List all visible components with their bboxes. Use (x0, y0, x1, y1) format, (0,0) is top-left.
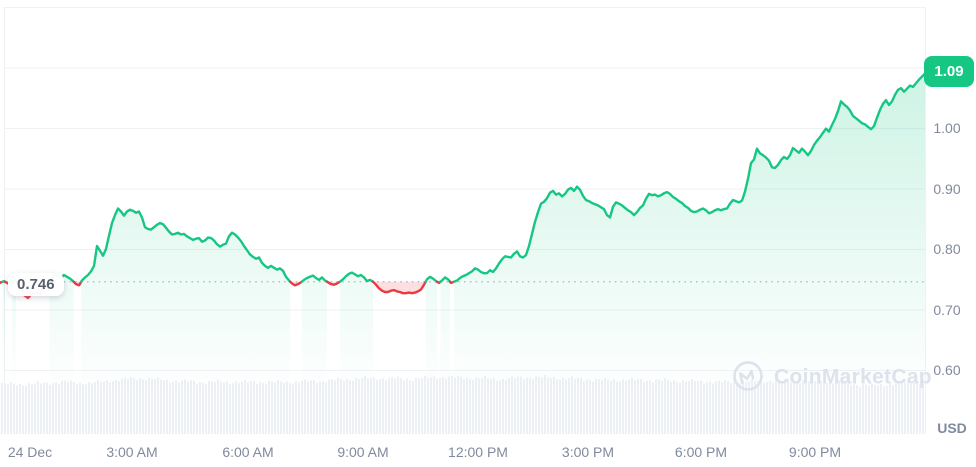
price-area-fill (0, 73, 925, 420)
y-axis-tick: 1.00 (933, 120, 961, 136)
y-axis-tick: 0.90 (933, 181, 961, 197)
x-axis-tick: 3:00 AM (106, 444, 158, 460)
x-axis-tick: 6:00 PM (674, 444, 728, 460)
x-axis-tick: 3:00 PM (561, 444, 615, 460)
x-axis-tick: 24 Dec (7, 444, 53, 460)
y-axis-tick: 0.70 (933, 302, 961, 318)
currency-label: USD (937, 420, 967, 436)
x-axis-tick: 9:00 PM (788, 444, 842, 460)
y-axis-tick: 0.60 (933, 362, 961, 378)
open-price-label: 0.746 (8, 273, 64, 296)
current-price-badge: 1.09 (924, 56, 974, 87)
y-axis-tick: 0.80 (933, 241, 961, 257)
x-axis-tick: 6:00 AM (222, 444, 274, 460)
x-axis-tick: 12:00 PM (448, 444, 508, 460)
x-axis-tick: 9:00 AM (337, 444, 389, 460)
